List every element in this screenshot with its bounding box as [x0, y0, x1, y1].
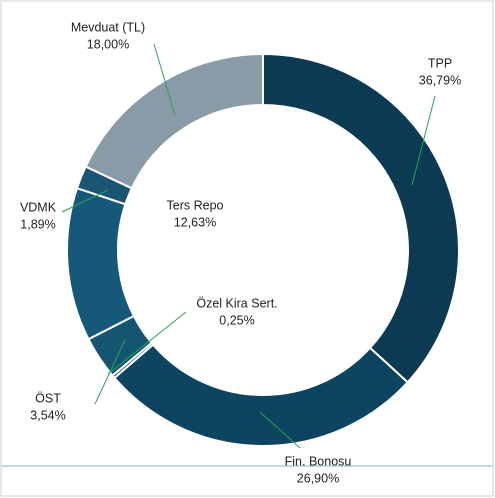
value-label: 36,79% [419, 73, 461, 87]
slice-label: Ters Repo [167, 198, 224, 212]
donut-slice [84, 52, 264, 190]
slice-label: Özel Kira Sert. [196, 296, 277, 310]
leader-line [61, 189, 109, 213]
value-label: 3,54% [30, 408, 65, 422]
value-label: 12,63% [174, 215, 216, 229]
donut-slice [262, 52, 460, 384]
slice-label: TPP [428, 56, 452, 70]
value-label: 26,90% [297, 471, 339, 485]
value-label: 18,00% [87, 37, 129, 51]
slice-label: VDMK [20, 200, 57, 214]
leader-line [153, 43, 176, 116]
leader-line [94, 339, 126, 405]
value-label: 0,25% [219, 313, 254, 327]
slice-label: Mevduat (TL) [71, 20, 145, 34]
leader-line [259, 411, 301, 449]
leader-line [411, 95, 436, 186]
slice-label: ÖST [35, 391, 61, 405]
leader-line [107, 311, 187, 375]
slice-label: Fin. Bonosu [285, 454, 352, 468]
value-label: 1,89% [20, 217, 55, 231]
